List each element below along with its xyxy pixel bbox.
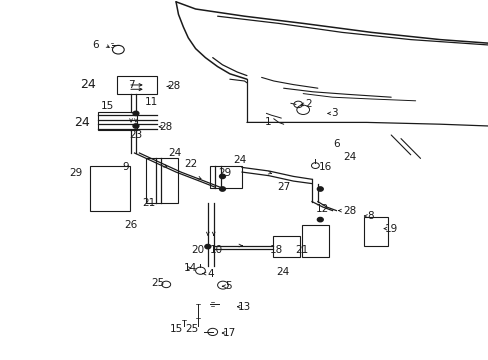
Text: 27: 27: [276, 182, 290, 192]
Text: 15: 15: [169, 324, 183, 334]
Text: 22: 22: [183, 159, 197, 169]
Text: 26: 26: [124, 220, 138, 230]
Text: 29: 29: [218, 168, 231, 178]
Text: 20: 20: [191, 245, 204, 255]
Text: 8: 8: [366, 211, 373, 221]
Bar: [117, 76, 157, 94]
Bar: [302, 225, 328, 257]
Text: 6: 6: [92, 40, 99, 50]
Text: 15: 15: [101, 101, 114, 111]
Text: 5: 5: [225, 281, 232, 291]
Bar: [210, 166, 242, 188]
Text: 24: 24: [275, 267, 289, 277]
Text: 6: 6: [332, 139, 339, 149]
Bar: [364, 217, 387, 246]
Text: 17: 17: [223, 328, 236, 338]
Circle shape: [317, 187, 323, 191]
Text: 18: 18: [269, 245, 283, 255]
Text: 4: 4: [206, 269, 213, 279]
Bar: [98, 112, 137, 130]
Bar: [272, 236, 299, 257]
Text: 9: 9: [122, 162, 129, 172]
Text: 28: 28: [342, 206, 356, 216]
Text: 21: 21: [142, 198, 156, 208]
Text: 21: 21: [295, 245, 308, 255]
Circle shape: [219, 174, 225, 179]
Circle shape: [317, 217, 323, 222]
Text: 10: 10: [210, 245, 223, 255]
Text: 24: 24: [342, 152, 356, 162]
Text: 13: 13: [237, 302, 251, 312]
Bar: [90, 166, 129, 211]
Text: 14: 14: [183, 263, 197, 273]
Text: 19: 19: [384, 224, 397, 234]
Text: 1: 1: [264, 117, 271, 127]
Text: 11: 11: [144, 96, 158, 107]
Text: 25: 25: [185, 324, 199, 334]
Text: 2: 2: [304, 99, 311, 109]
Text: 24: 24: [74, 116, 90, 129]
Circle shape: [133, 124, 139, 128]
Text: 7: 7: [127, 80, 134, 90]
Text: 24: 24: [168, 148, 182, 158]
Bar: [145, 158, 177, 203]
Text: 25: 25: [150, 278, 164, 288]
Circle shape: [133, 111, 139, 116]
Text: 23: 23: [129, 130, 142, 140]
Text: 24: 24: [80, 78, 96, 91]
Text: 16: 16: [318, 162, 331, 172]
Text: 12: 12: [315, 204, 329, 214]
Text: 24: 24: [232, 155, 246, 165]
Text: 28: 28: [159, 122, 173, 132]
Circle shape: [219, 187, 225, 191]
Circle shape: [204, 244, 210, 249]
Text: 29: 29: [69, 168, 82, 178]
Text: 3: 3: [331, 108, 338, 118]
Text: 28: 28: [166, 81, 180, 91]
